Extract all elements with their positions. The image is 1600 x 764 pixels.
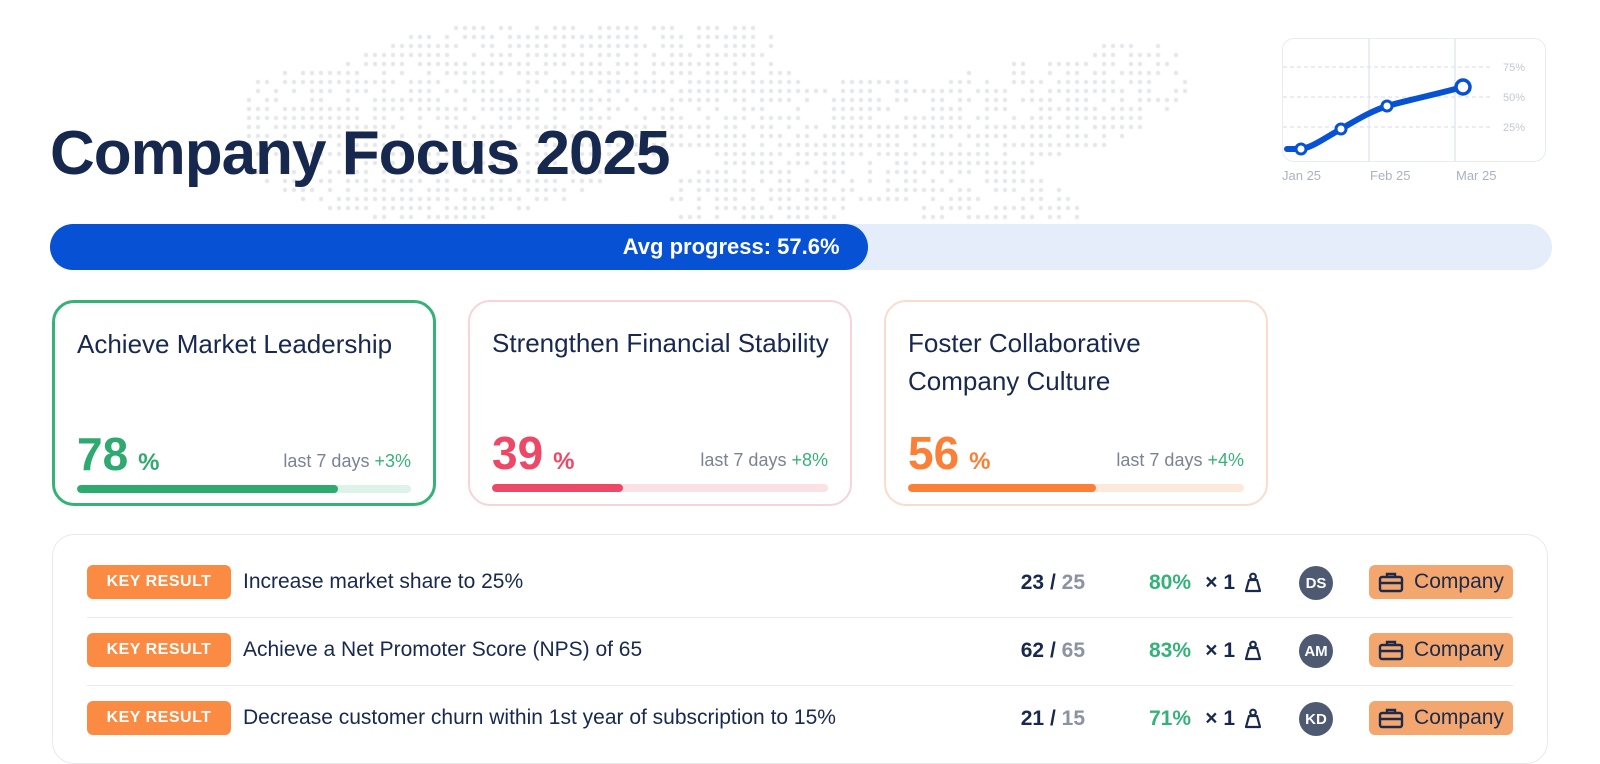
trend-point: [1454, 78, 1472, 96]
avatar[interactable]: AM: [1299, 634, 1333, 668]
objective-percent-unit: %: [553, 448, 575, 475]
chart-x-label: Feb 25: [1370, 168, 1411, 183]
objective-percent-unit: %: [138, 449, 160, 476]
key-result-title[interactable]: Achieve a Net Promoter Score (NPS) of 65: [243, 638, 643, 661]
objective-title: Achieve Market Leadership: [77, 329, 393, 359]
trend-line: [1284, 84, 1466, 152]
weight-icon: [1244, 708, 1262, 729]
key-result-title[interactable]: Decrease customer churn within 1st year …: [243, 706, 836, 729]
chart-y-label: 75%: [1503, 62, 1525, 74]
target-value: 65: [1061, 639, 1085, 662]
team-tag[interactable]: Company: [1369, 633, 1513, 667]
target-value: 25: [1061, 571, 1085, 594]
current-value: 62: [1020, 639, 1045, 662]
trend-chart: 75% 50% 25%: [1282, 38, 1546, 162]
objective-progress-bar: [492, 484, 828, 492]
objective-delta: last 7 days +8%: [700, 450, 828, 471]
weight-icon: [1244, 572, 1262, 593]
delta-label: last 7 days: [283, 451, 370, 471]
current-value: 23: [1020, 571, 1045, 594]
delta-label: last 7 days: [700, 450, 787, 470]
key-result-badge: KEY RESULT: [87, 565, 231, 599]
delta-value: +8%: [791, 450, 828, 470]
team-tag[interactable]: Company: [1369, 565, 1513, 599]
team-label: Company: [1414, 570, 1504, 593]
count-separator: /: [1049, 571, 1056, 594]
briefcase-icon: [1378, 640, 1404, 661]
objective-percent: 56: [908, 427, 960, 479]
trend-point: [1294, 142, 1308, 156]
key-result-badge: KEY RESULT: [87, 633, 231, 667]
team-tag[interactable]: Company: [1369, 701, 1513, 735]
briefcase-icon: [1378, 708, 1404, 729]
chart-y-label: 50%: [1503, 92, 1525, 104]
objective-percent-unit: %: [969, 448, 991, 475]
team-label: Company: [1414, 638, 1504, 661]
objective-delta: last 7 days +3%: [283, 451, 411, 472]
objective-card-market-leadership[interactable]: Achieve Market Leadership 78 % last 7 da…: [52, 300, 436, 506]
objective-progress-bar: [908, 484, 1244, 492]
avg-progress-label: Avg progress: 57.6%: [622, 234, 840, 259]
key-result-counts: 23 / 25: [1021, 571, 1085, 595]
key-result-weight: × 1: [1205, 639, 1235, 662]
delta-value: +4%: [1207, 450, 1244, 470]
trend-point: [1380, 99, 1394, 113]
key-result-title[interactable]: Increase market share to 25%: [243, 570, 524, 593]
chart-x-label: Jan 25: [1282, 168, 1322, 183]
key-result-badge: KEY RESULT: [87, 701, 231, 735]
key-result-percent: 83%: [1148, 639, 1191, 662]
key-result-row[interactable]: KEY RESULT Decrease customer churn withi…: [87, 685, 1513, 753]
team-label: Company: [1414, 706, 1504, 729]
avatar[interactable]: DS: [1299, 566, 1333, 600]
chart-y-label: 25%: [1503, 122, 1525, 134]
objective-percent: 78: [77, 428, 129, 480]
avg-progress-fill: Avg progress: 57.6%: [50, 224, 868, 270]
objective-title: Foster Collaborative Company Culture: [908, 328, 1141, 396]
current-value: 21: [1020, 707, 1045, 730]
objective-title: Strengthen Financial Stability: [492, 328, 829, 358]
chart-x-label: Mar 25: [1456, 168, 1497, 183]
key-result-percent: 71%: [1148, 707, 1191, 730]
key-result-weight: × 1: [1205, 707, 1235, 730]
count-separator: /: [1049, 707, 1056, 730]
key-result-percent: 80%: [1148, 571, 1191, 594]
key-result-counts: 21 / 15: [1021, 707, 1085, 731]
key-result-counts: 62 / 65: [1021, 639, 1085, 663]
weight-icon: [1244, 640, 1262, 661]
key-result-weight: × 1: [1205, 571, 1235, 594]
objective-percent: 39: [492, 427, 544, 479]
key-result-row[interactable]: KEY RESULT Increase market share to 25% …: [87, 549, 1513, 618]
avg-progress-bar: Avg progress: 57.6%: [50, 224, 1552, 270]
key-result-row[interactable]: KEY RESULT Achieve a Net Promoter Score …: [87, 617, 1513, 686]
delta-label: last 7 days: [1116, 450, 1203, 470]
delta-value: +3%: [374, 451, 411, 471]
page-title: Company Focus 2025: [50, 119, 670, 188]
objective-progress-fill: [908, 484, 1097, 492]
trend-point: [1334, 122, 1348, 136]
objective-progress-fill: [77, 485, 338, 493]
objective-progress-bar: [77, 485, 411, 493]
briefcase-icon: [1378, 572, 1404, 593]
objective-progress-fill: [492, 484, 624, 492]
target-value: 15: [1061, 707, 1085, 730]
key-results-list: KEY RESULT Increase market share to 25% …: [52, 534, 1548, 764]
objective-card-company-culture[interactable]: Foster Collaborative Company Culture 56 …: [884, 300, 1268, 506]
objective-card-financial-stability[interactable]: Strengthen Financial Stability 39 % last…: [468, 300, 852, 506]
objective-delta: last 7 days +4%: [1116, 450, 1244, 471]
avatar[interactable]: KD: [1299, 702, 1333, 736]
count-separator: /: [1049, 639, 1056, 662]
